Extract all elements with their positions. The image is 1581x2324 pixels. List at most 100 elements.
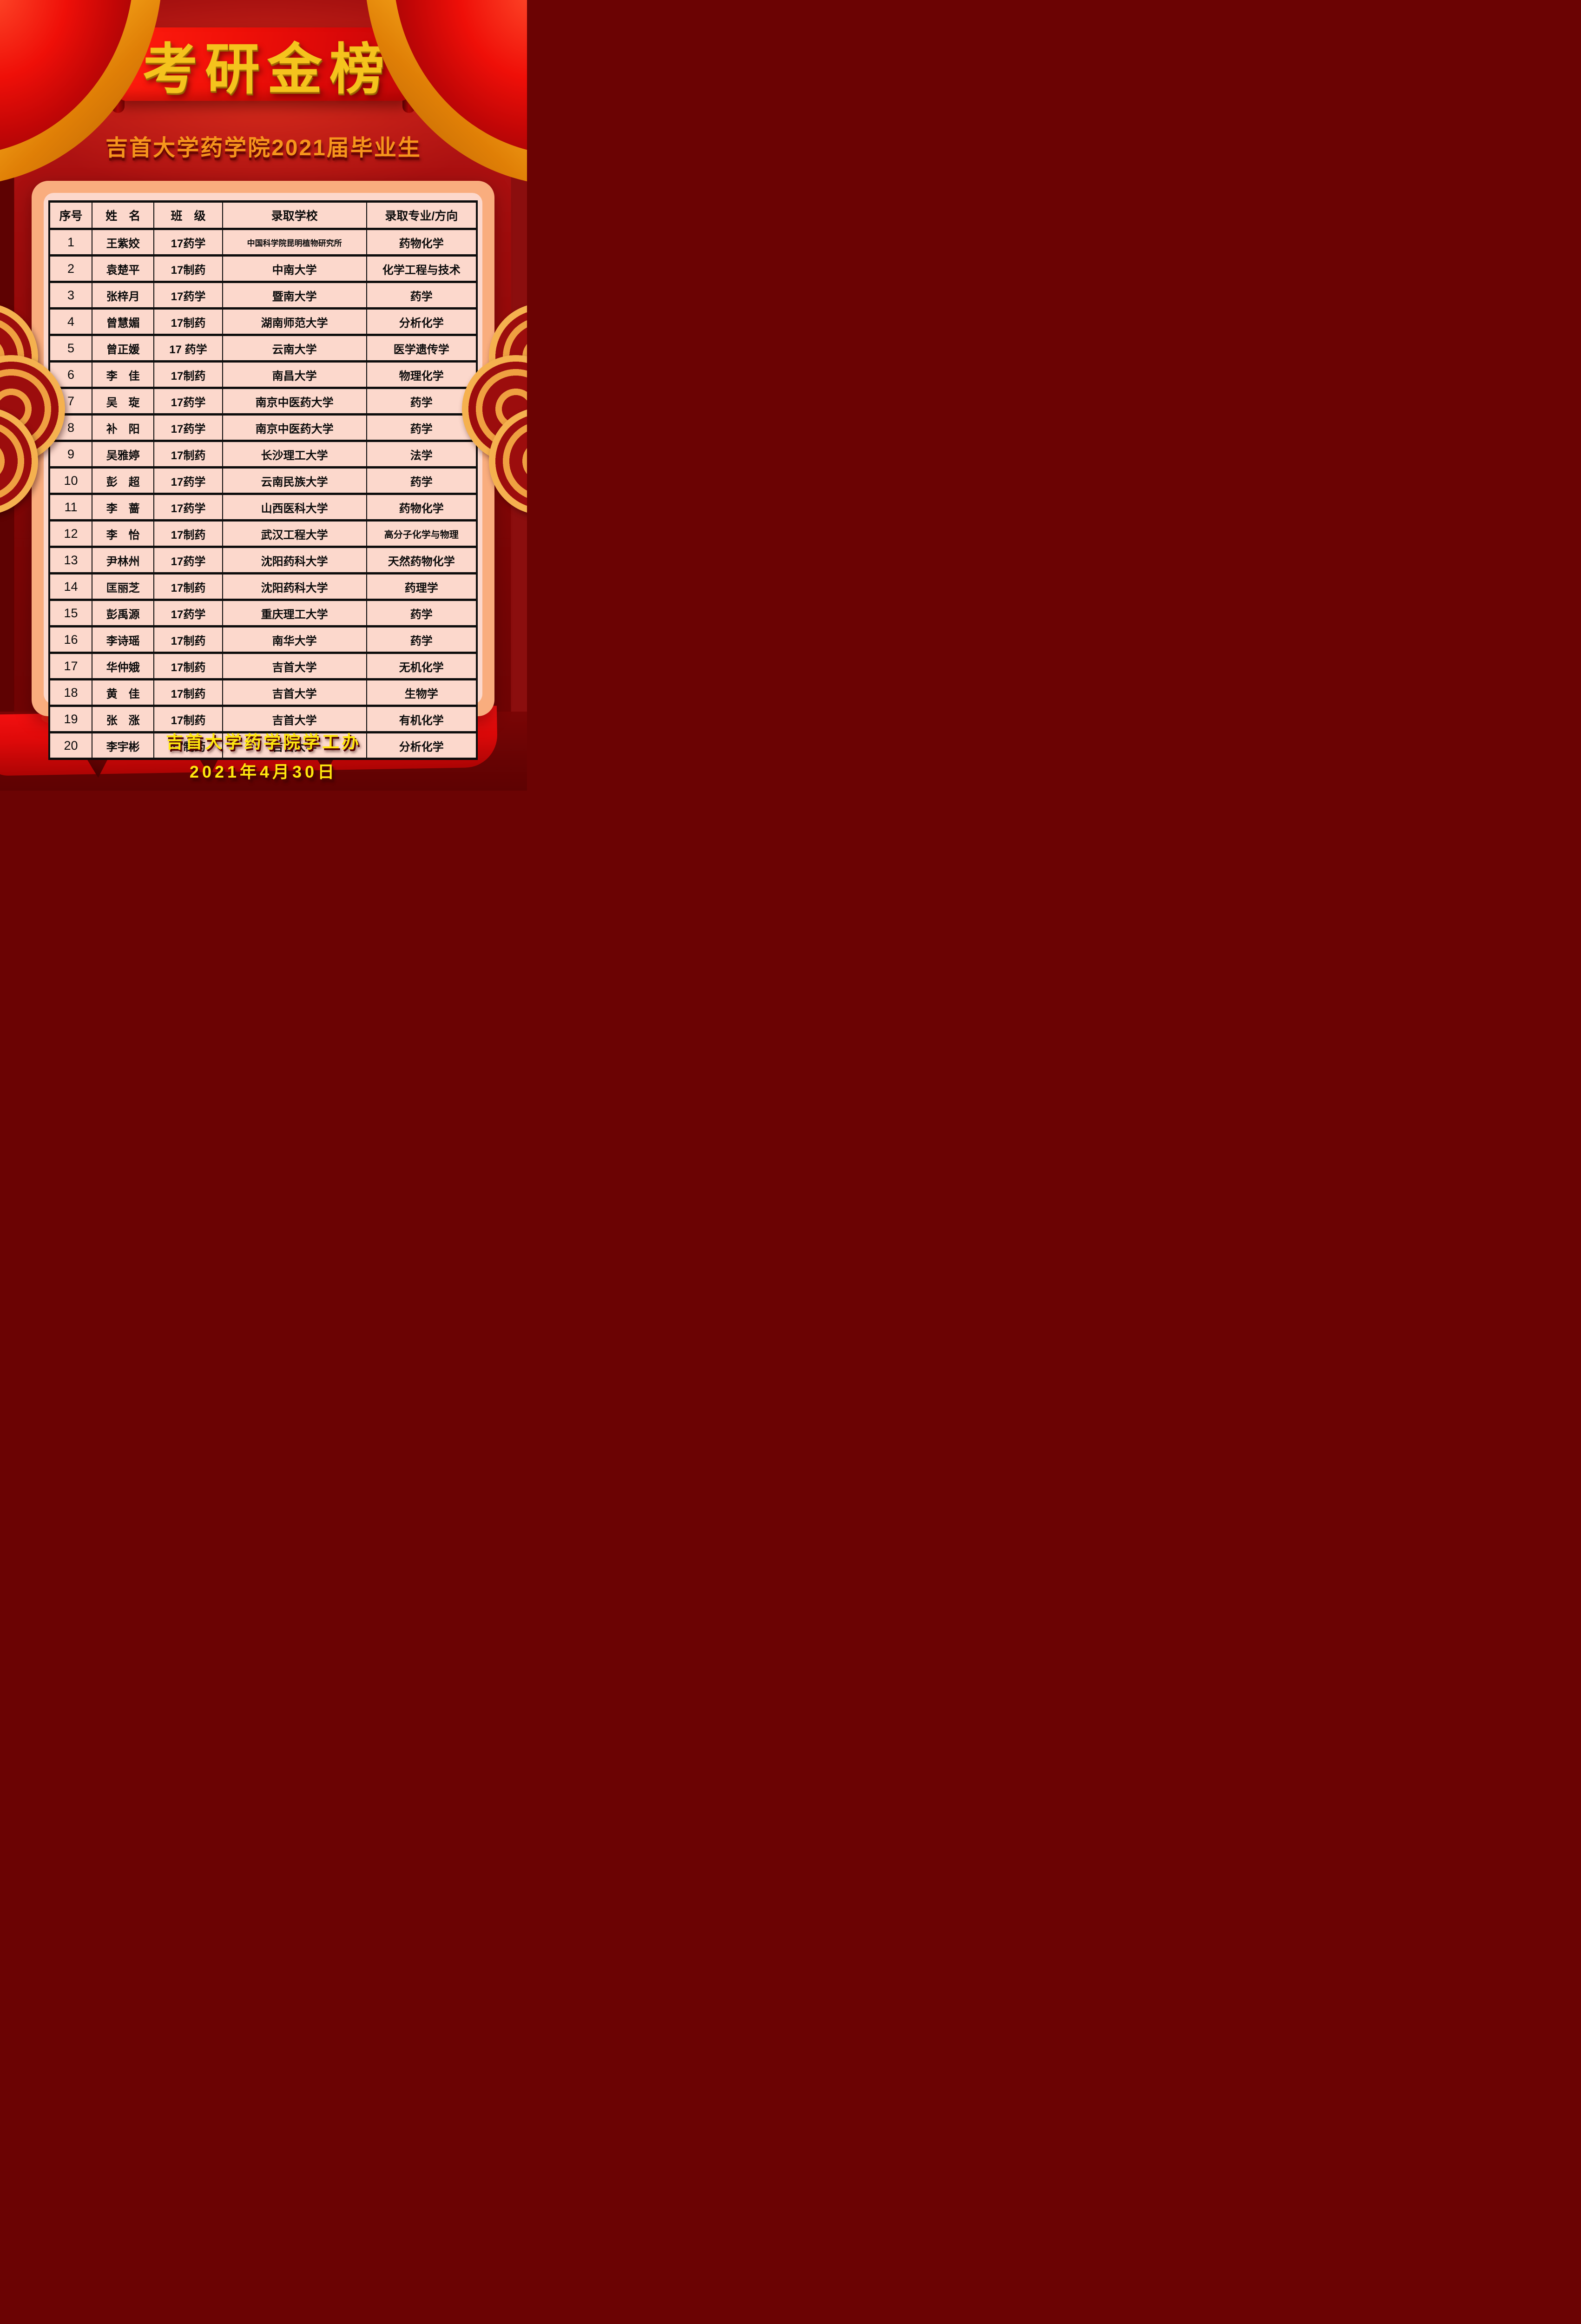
table-row: 2 袁楚平 17制药 中南大学 化学工程与技术 xyxy=(49,254,478,283)
table-row: 4 曾慧媚 17制药 湖南师范大学 分析化学 xyxy=(49,307,478,336)
cell-name: 李诗瑶 xyxy=(91,625,155,654)
table-row: 1 王紫姣 17药学 中国科学院昆明植物研究所 药物化学 xyxy=(49,228,478,257)
fan-ornament-left-icon xyxy=(0,303,70,515)
cell-major: 法学 xyxy=(366,440,478,469)
table-row: 5 曾正媛 17 药学 云南大学 医学遗传学 xyxy=(49,334,478,363)
cell-class: 17制药 xyxy=(153,731,223,760)
cell-major: 药物化学 xyxy=(366,228,478,257)
footer-organizer: 吉首大学药学院学工办 xyxy=(166,733,361,752)
cell-class: 17制药 xyxy=(153,678,223,707)
cell-class: 17 药学 xyxy=(153,334,223,363)
cell-school: 武汉工程大学 xyxy=(222,519,367,548)
cell-class: 17制药 xyxy=(153,254,223,283)
cell-class: 17制药 xyxy=(153,625,223,654)
honor-roll-card: 序号姓 名班 级录取学校 录取专业/方向 1 王紫姣 17药学 中国科学院昆明植物研究所… xyxy=(32,181,494,760)
table-header-cell: 序号 xyxy=(49,200,92,230)
cell-school: 重庆理工大学 xyxy=(222,599,367,627)
cell-major: 分析化学 xyxy=(366,731,478,760)
cell-major: 化学工程与技术 xyxy=(366,254,478,283)
cell-class: 17药学 xyxy=(153,466,223,495)
cell-school: 吉首大学 xyxy=(222,652,367,680)
cell-name: 李 佳 xyxy=(91,360,155,389)
cell-no: 11 xyxy=(49,493,92,522)
cell-major: 生物学 xyxy=(366,678,478,707)
cell-name: 吴 琁 xyxy=(91,387,155,416)
cell-name: 袁楚平 xyxy=(91,254,155,283)
cell-class: 17制药 xyxy=(153,652,223,680)
cell-no: 20 xyxy=(49,731,92,760)
cell-class: 17药学 xyxy=(153,493,223,522)
table-row: 14 匡丽芝 17制药 沈阳药科大学 药理学 xyxy=(49,572,478,601)
cell-major: 物理化学 xyxy=(366,360,478,389)
cell-school: 吉首大学 xyxy=(222,705,367,733)
cell-no: 12 xyxy=(49,519,92,548)
cell-school: 山西医科大学 xyxy=(222,493,367,522)
cell-no: 13 xyxy=(49,546,92,574)
cell-class: 17制药 xyxy=(153,307,223,336)
cell-name: 吴雅婷 xyxy=(91,440,155,469)
cell-class: 17药学 xyxy=(153,413,223,442)
cell-major: 医学遗传学 xyxy=(366,334,478,363)
cell-class: 17制药 xyxy=(153,440,223,469)
cell-major: 药学 xyxy=(366,413,478,442)
cell-major: 药学 xyxy=(366,466,478,495)
cell-no: 17 xyxy=(49,652,92,680)
cell-no: 10 xyxy=(49,466,92,495)
table-row: 16 李诗瑶 17制药 南华大学 药学 xyxy=(49,625,478,654)
footer: 吉首大学药学院学工办 2021年4月30日 xyxy=(0,728,527,783)
honor-roll-card-inner: 序号姓 名班 级录取学校 录取专业/方向 1 王紫姣 17药学 中国科学院昆明植物研究所… xyxy=(44,193,482,760)
table-header-cell: 姓 名 xyxy=(91,200,155,230)
cell-name: 补 阳 xyxy=(91,413,155,442)
cell-class: 17药学 xyxy=(153,546,223,574)
table-row: 10 彭 超 17药学 云南民族大学 药学 xyxy=(49,466,478,495)
cell-major: 药学 xyxy=(366,625,478,654)
cell-class: 17药学 xyxy=(153,281,223,310)
cell-class: 17药学 xyxy=(153,599,223,627)
cell-class: 17制药 xyxy=(153,519,223,548)
cell-no: 5 xyxy=(49,334,92,363)
table-row: 11 李 蔷 17药学 山西医科大学 药物化学 xyxy=(49,493,478,522)
poster: 考研金榜 吉首大学药学院2021届毕业生 序号姓 名班 级录取学校 录取专业/方向 xyxy=(0,0,527,791)
cell-major: 药理学 xyxy=(366,572,478,601)
cell-name: 华仲娥 xyxy=(91,652,155,680)
cell-no: 18 xyxy=(49,678,92,707)
cell-major: 无机化学 xyxy=(366,652,478,680)
table-row: 20 李宇彬 17制药 吉首大学 分析化学 xyxy=(49,731,478,760)
cell-no: 19 xyxy=(49,705,92,733)
cell-school: 沈阳药科大学 xyxy=(222,546,367,574)
table-wrap: 序号姓 名班 级录取学校 录取专业/方向 1 王紫姣 17药学 中国科学院昆明植物研究所… xyxy=(48,200,478,760)
cell-name: 王紫姣 xyxy=(91,228,155,257)
cell-school: 中南大学 xyxy=(222,254,367,283)
fan-ornament-right-icon xyxy=(457,303,527,515)
cell-name: 李 蔷 xyxy=(91,493,155,522)
cell-major: 药学 xyxy=(366,599,478,627)
cell-school: 云南民族大学 xyxy=(222,466,367,495)
cell-no: 16 xyxy=(49,625,92,654)
cell-no: 15 xyxy=(49,599,92,627)
table-row: 19 张 涨 17制药 吉首大学 有机化学 xyxy=(49,705,478,733)
cell-name: 黄 佳 xyxy=(91,678,155,707)
cell-no: 2 xyxy=(49,254,92,283)
table-row: 15 彭禹源 17药学 重庆理工大学 药学 xyxy=(49,599,478,627)
cell-name: 匡丽芝 xyxy=(91,572,155,601)
table-row: 12 李 怡 17制药 武汉工程大学 高分子化学与物理 xyxy=(49,519,478,548)
cell-class: 17制药 xyxy=(153,705,223,733)
cell-major: 药物化学 xyxy=(366,493,478,522)
cell-class: 17制药 xyxy=(153,360,223,389)
table-row: 18 黄 佳 17制药 吉首大学 生物学 xyxy=(49,678,478,707)
cell-name: 彭禹源 xyxy=(91,599,155,627)
cell-school: 长沙理工大学 xyxy=(222,440,367,469)
table-row: 13 尹林州 17药学 沈阳药科大学 天然药物化学 xyxy=(49,546,478,574)
cell-school: 湖南师范大学 xyxy=(222,307,367,336)
cell-no: 9 xyxy=(49,440,92,469)
cell-no: 3 xyxy=(49,281,92,310)
cell-major: 分析化学 xyxy=(366,307,478,336)
cell-school: 云南大学 xyxy=(222,334,367,363)
footer-date: 2021年4月30日 xyxy=(189,762,338,781)
curtain-top-left-icon xyxy=(0,0,163,186)
table-body: 1 王紫姣 17药学 中国科学院昆明植物研究所 药物化学 2 袁楚平 17制药 中南大学 化学工程… xyxy=(49,228,478,760)
honor-roll-table: 序号姓 名班 级录取学校 录取专业/方向 1 王紫姣 17药学 中国科学院昆明植物研究所… xyxy=(48,200,478,760)
